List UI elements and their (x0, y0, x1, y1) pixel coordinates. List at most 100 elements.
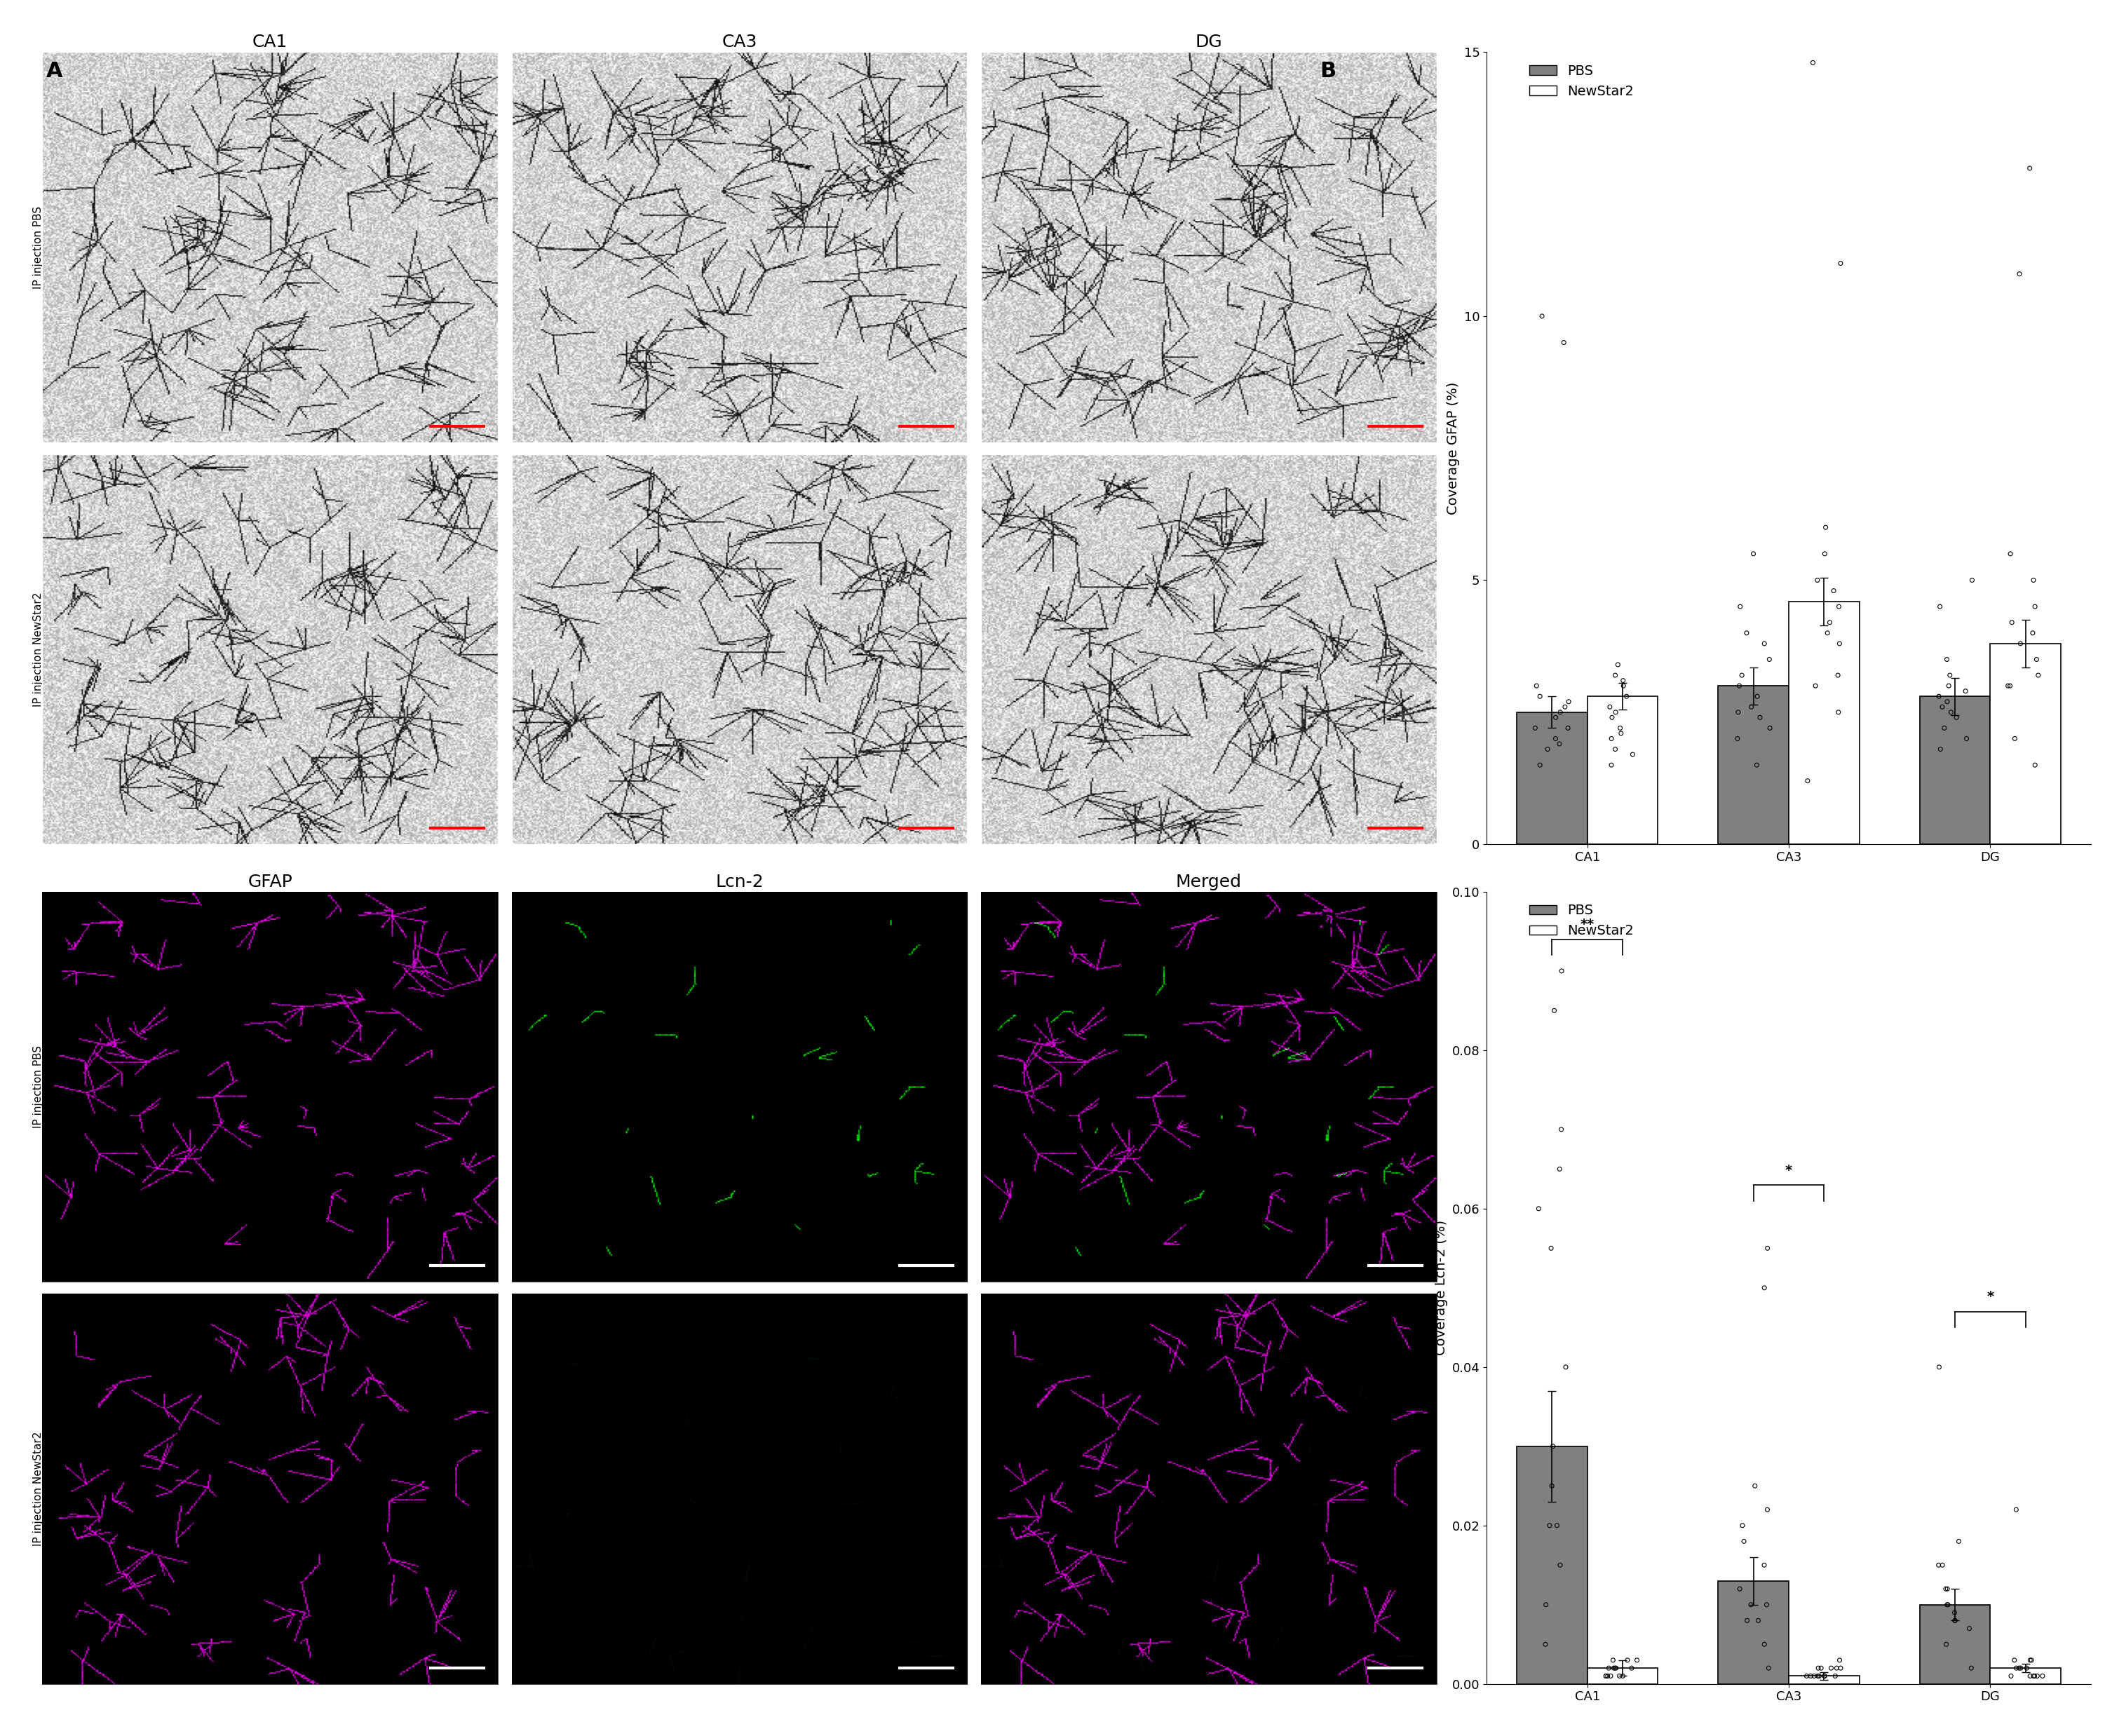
Point (2002, 1654, 2036, 1682)
Point (1540, 703, 1573, 731)
Bar (1719, 1581, 1789, 1684)
Point (2000, 1654, 2034, 1682)
Point (1599, 1654, 1633, 1682)
Point (1926, 1552, 1960, 1580)
Point (1998, 724, 2032, 752)
Point (1523, 1194, 1557, 1222)
Point (1736, 540, 1770, 568)
Point (1753, 713, 1787, 741)
Point (1823, 592, 1856, 620)
Point (1789, 1661, 1823, 1689)
Point (1535, 1432, 1569, 1460)
Point (1728, 1528, 1761, 1555)
Point (1747, 1274, 1780, 1302)
Point (1992, 672, 2025, 700)
Point (1994, 672, 2028, 700)
Point (1924, 592, 1958, 620)
Point (1928, 713, 1962, 741)
Point (1533, 1234, 1567, 1262)
Point (1597, 1646, 1630, 1674)
Point (1797, 1661, 1831, 1689)
Bar (1990, 644, 2061, 844)
Point (1802, 1661, 1835, 1689)
Point (1932, 672, 1966, 700)
Point (2019, 646, 2053, 674)
Point (1734, 1590, 1768, 1618)
Point (1823, 250, 1856, 278)
Point (1540, 1512, 1573, 1540)
Point (1548, 1352, 1582, 1380)
Point (1544, 1116, 1578, 1144)
Point (1747, 1552, 1780, 1580)
Point (1998, 1646, 2032, 1674)
Y-axis label: IP injection NewStar2: IP injection NewStar2 (34, 1432, 44, 1547)
Point (1922, 1552, 1956, 1580)
Bar (1789, 1675, 1859, 1684)
Point (1721, 724, 1755, 752)
Point (1548, 693, 1582, 720)
Point (1542, 1154, 1576, 1182)
Point (1529, 1630, 1563, 1658)
Bar (1516, 712, 1588, 844)
Point (2021, 661, 2055, 689)
Bar (1990, 1668, 2061, 1684)
Point (1821, 698, 1854, 726)
Point (2004, 1654, 2038, 1682)
Point (1738, 1472, 1772, 1500)
Point (1932, 661, 1966, 689)
Point (1808, 1661, 1842, 1689)
Title: Merged: Merged (1176, 873, 1242, 891)
Point (1930, 687, 1964, 715)
Point (1740, 752, 1774, 779)
Point (1544, 957, 1578, 984)
Y-axis label: Coverage GFAP (%): Coverage GFAP (%) (1447, 382, 1459, 514)
Point (1726, 1512, 1759, 1540)
Point (1791, 767, 1825, 795)
Title: GFAP: GFAP (247, 873, 291, 891)
Point (2015, 620, 2049, 648)
Point (1546, 328, 1580, 356)
Point (1924, 736, 1958, 764)
Point (1550, 713, 1584, 741)
Point (1734, 693, 1768, 720)
Point (1935, 698, 1968, 726)
Point (1740, 682, 1774, 710)
Point (1730, 620, 1764, 648)
Point (1926, 693, 1960, 720)
Bar (1920, 696, 1990, 844)
Point (2025, 1661, 2059, 1689)
Point (2011, 1654, 2044, 1682)
Point (1544, 1552, 1578, 1580)
Point (1804, 1654, 1837, 1682)
Bar (1588, 1668, 1658, 1684)
Point (1808, 514, 1842, 542)
Point (1821, 661, 1854, 689)
Point (1810, 620, 1844, 648)
Title: CA3: CA3 (722, 35, 756, 50)
Point (2017, 1661, 2051, 1689)
Point (1922, 682, 1956, 710)
Point (1747, 1630, 1780, 1658)
Point (1599, 736, 1633, 764)
Point (1994, 1661, 2028, 1689)
Point (1751, 1654, 1785, 1682)
Point (1930, 1590, 1964, 1618)
Point (2019, 592, 2053, 620)
Point (1742, 703, 1776, 731)
Point (1949, 677, 1983, 705)
Point (1954, 1654, 1987, 1682)
Text: B: B (1320, 61, 1337, 82)
Point (1523, 752, 1557, 779)
Point (1751, 1234, 1785, 1262)
Bar (1719, 686, 1789, 844)
Legend: PBS, NewStar2: PBS, NewStar2 (1523, 59, 1639, 102)
Bar (1789, 601, 1859, 844)
Point (1951, 1614, 1985, 1642)
Point (1823, 1646, 1856, 1674)
Point (1542, 731, 1576, 759)
Point (2013, 1661, 2047, 1689)
Point (2017, 566, 2051, 594)
Point (1538, 996, 1571, 1024)
Point (1956, 566, 1990, 594)
Bar (1516, 1446, 1588, 1684)
